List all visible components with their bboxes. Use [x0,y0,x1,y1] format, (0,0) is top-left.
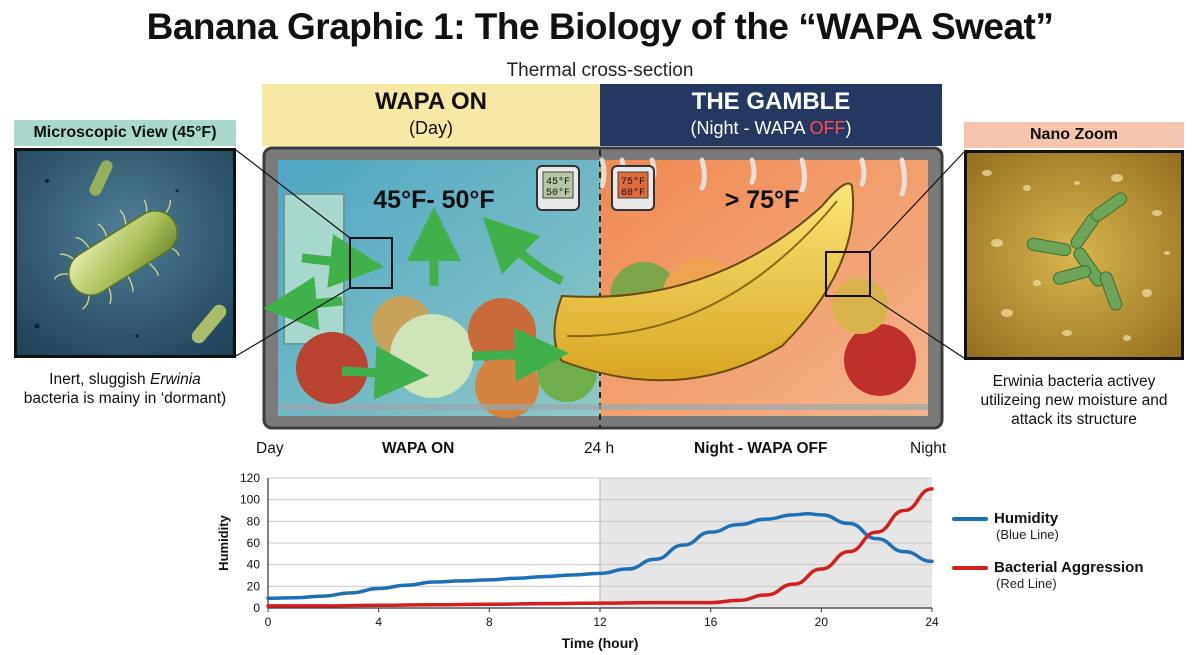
x-axis-label: Time (hour) [562,635,639,651]
timeline-night: Night [910,440,947,457]
x-tick-label-20: 20 [815,615,829,629]
cool-thermometer-reading-2: 50°F [546,187,570,199]
nano-zoom-caption: Erwinia bacteria activey utilizeing new … [980,373,1168,428]
nano-bacteria-illustration [967,153,1181,357]
micro-view-title: Microscopic View (45°F) [14,120,236,146]
series-line-humidity [266,511,934,600]
legend-humidity-swatch [952,516,988,521]
legend-bacteria-sub: (Red Line) [996,576,1057,591]
warm-thermometer-reading-1: 75°F [621,176,645,188]
header-gamble-sub: (Night - WAPA OFF) [600,118,942,139]
y-axis-label: Humidity [216,514,231,570]
micro-caption-part2: bacteria is mainy in ‘dormant) [23,390,227,407]
nano-zoom-title: Nano Zoom [964,122,1184,148]
micro-view-image [14,148,236,358]
header-wapa-on-sub: (Day) [409,118,453,138]
y-tick-label-100: 100 [240,493,260,507]
chart-axes: 0 20 40 60 80 100 120 0 4 8 12 16 20 24 [240,471,939,629]
micro-caption-italic: Erwinia [149,371,201,388]
micro-view-caption: Inert, sluggish Erwinia bacteria is main… [14,370,236,408]
cool-temperature-label: 45°F- 50°F [373,186,494,214]
legend-humidity-sub: (Blue Line) [996,527,1059,542]
y-tick-label-80: 80 [247,514,261,528]
x-tick-label-0: 0 [265,615,272,629]
timeline-wapa-on: WAPA ON [382,440,455,457]
micro-bacteria-illustration [17,151,233,355]
header-gamble-sub-post: ) [845,118,852,138]
y-tick-label-0: 0 [253,601,260,615]
page-title: Banana Graphic 1: The Biology of the “WA… [146,6,1054,47]
header-gamble: THE GAMBLE (Night - WAPA OFF) [600,84,942,146]
cool-thermometer-reading-1: 45°F [546,176,570,188]
header-wapa-on: WAPA ON (Day) [262,84,600,146]
timeline-day: Day [256,440,284,457]
timeline-24h: 24 h [584,440,615,457]
legend-bacteria: Bacterial Aggression (Red Line) [952,559,1144,591]
legend-bacteria-name: Bacterial Aggression [994,559,1144,576]
nano-zoom-image [964,150,1184,360]
x-tick-label-12: 12 [593,615,607,629]
y-tick-label-20: 20 [247,579,261,593]
timeline-wapa-off: Night - WAPA OFF [694,440,828,457]
warm-temperature-label: > 75°F [725,186,800,214]
header-gamble-title: THE GAMBLE [691,88,851,115]
y-tick-label-40: 40 [247,558,261,572]
micro-caption-part1: Inert, sluggish [49,371,150,388]
x-tick-label-8: 8 [486,615,493,629]
x-tick-label-16: 16 [704,615,718,629]
legend-bacteria-swatch [952,565,988,570]
header-wapa-on-title: WAPA ON [375,88,487,115]
x-tick-label-4: 4 [375,615,382,629]
legend-humidity: Humidity (Blue Line) [952,510,1059,542]
chart-series [266,487,934,608]
x-tick-label-24: 24 [925,615,939,629]
legend-humidity-name: Humidity [994,510,1059,527]
page-subtitle: Thermal cross-section [506,60,694,81]
fridge-cross-section: 45°F 50°F 75°F 60°F 45°F- 50°F > 75°F [262,146,944,430]
y-tick-label-60: 60 [247,536,261,550]
header-gamble-off: OFF [809,118,846,138]
series-line-bacterial-aggression [266,487,934,608]
warm-thermometer-reading-2: 60°F [621,187,645,199]
header-gamble-sub-pre: (Night - WAPA [690,118,810,138]
y-tick-label-120: 120 [240,471,260,485]
humidity-bacteria-chart: 0 20 40 60 80 100 120 0 4 8 12 16 20 24 Humidity Time… [216,471,939,651]
